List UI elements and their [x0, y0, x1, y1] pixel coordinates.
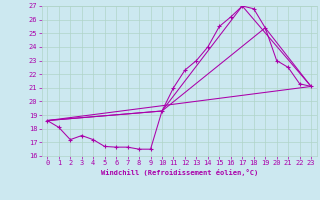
X-axis label: Windchill (Refroidissement éolien,°C): Windchill (Refroidissement éolien,°C) [100, 169, 258, 176]
